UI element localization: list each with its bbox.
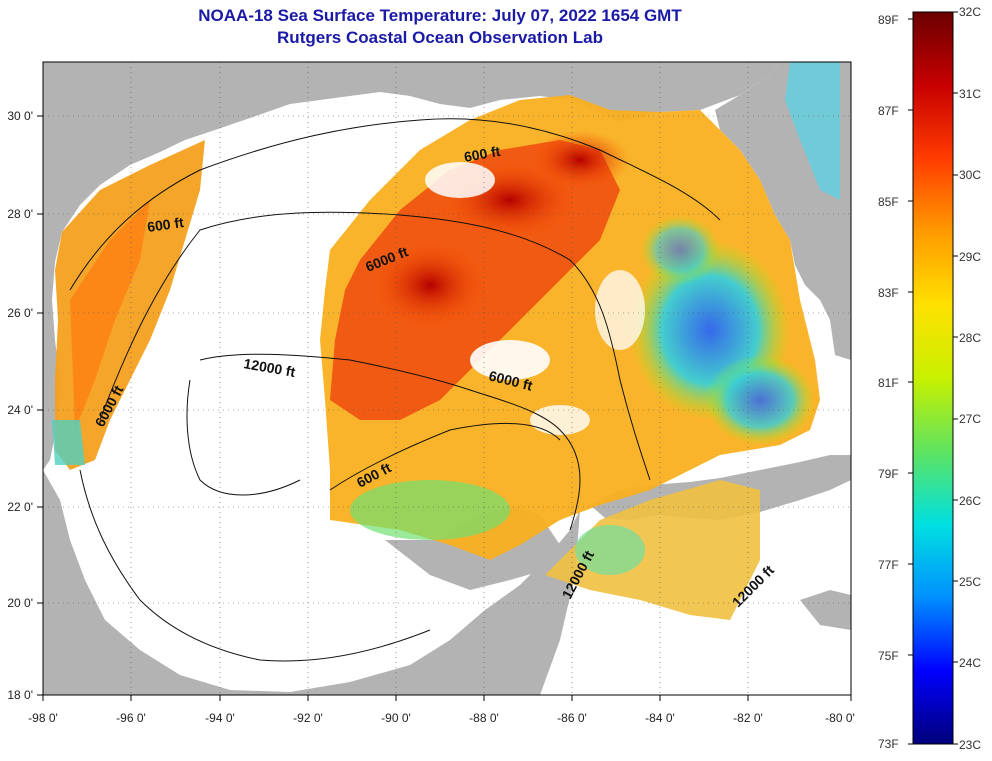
lat-label: 26 0' <box>7 306 33 320</box>
colorbar-f-label: 73F <box>878 737 899 751</box>
lon-label: -84 0' <box>645 711 675 725</box>
lon-label: -90 0' <box>381 711 411 725</box>
sst-imagery <box>52 62 840 620</box>
lon-label: -96 0' <box>116 711 146 725</box>
colorbar-f-label: 75F <box>878 649 899 663</box>
lon-label: -86 0' <box>557 711 587 725</box>
lon-label: -82 0' <box>733 711 763 725</box>
colorbar-c-label: 23C <box>959 738 982 752</box>
colorbar-c-label: 25C <box>959 575 982 589</box>
contour-label: 600 ft <box>146 214 185 235</box>
contour-label: 600 ft <box>463 143 502 165</box>
lat-label: 28 0' <box>7 207 33 221</box>
lat-label: 18 0' <box>7 688 33 702</box>
colorbar-f-label: 87F <box>878 104 899 118</box>
colorbar-c-label: 31C <box>959 87 982 101</box>
lat-label: 22 0' <box>7 500 33 514</box>
colorbar-f-label: 79F <box>878 467 899 481</box>
lat-label: 24 0' <box>7 403 33 417</box>
colorbar-c-label: 29C <box>959 250 982 264</box>
plot-frame <box>42 61 852 696</box>
lon-label: -98 0' <box>28 711 58 725</box>
longitude-labels: -98 0' -96 0' -94 0' -92 0' -90 0' -88 0… <box>28 711 855 725</box>
colorbar-c-label: 32C <box>959 5 982 19</box>
colorbar-f-label: 85F <box>878 195 899 209</box>
colorbar <box>912 11 954 745</box>
lon-label: -80 0' <box>825 711 855 725</box>
lon-label: -92 0' <box>293 711 323 725</box>
colorbar-ticks <box>908 11 958 745</box>
grid-lines <box>43 62 851 695</box>
map-subtitle: Rutgers Coastal Ocean Observation Lab <box>277 28 603 47</box>
colorbar-c-label: 26C <box>959 494 982 508</box>
colorbar-f-label: 81F <box>878 376 899 390</box>
colorbar-f-label: 83F <box>878 286 899 300</box>
colorbar-c-label: 27C <box>959 412 982 426</box>
lat-label: 20 0' <box>7 596 33 610</box>
tick-marks <box>37 115 852 701</box>
map-title: NOAA-18 Sea Surface Temperature: July 07… <box>198 6 682 25</box>
bathymetry-contours <box>69 118 721 662</box>
lon-label: -94 0' <box>205 711 235 725</box>
colorbar-c-label: 28C <box>959 331 982 345</box>
colorbar-c-label: 24C <box>959 656 982 670</box>
lon-label: -88 0' <box>469 711 499 725</box>
colorbar-f-label: 77F <box>878 558 899 572</box>
colorbar-c-label: 30C <box>959 168 982 182</box>
colorbar-f-label: 89F <box>878 13 899 27</box>
lat-label: 30 0' <box>7 109 33 123</box>
latitude-labels: 30 0' 28 0' 26 0' 24 0' 22 0' 20 0' 18 0… <box>7 109 33 702</box>
